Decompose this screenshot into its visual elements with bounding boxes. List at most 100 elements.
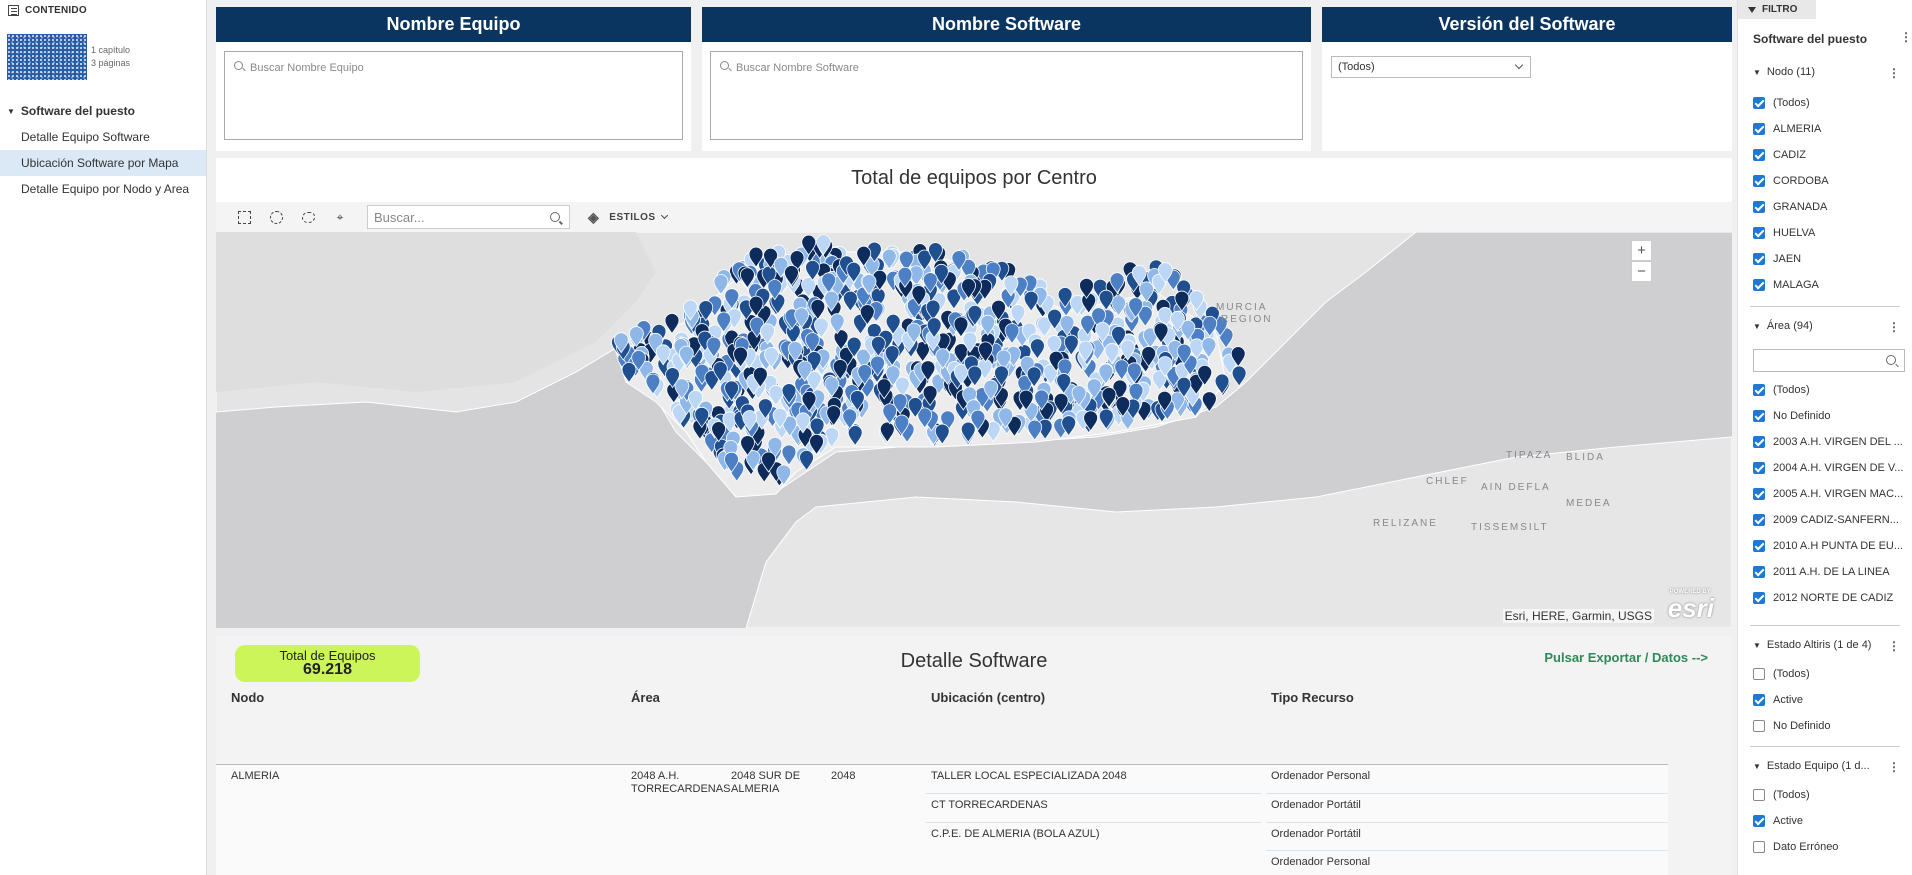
rectangle-select-tool[interactable] bbox=[233, 206, 255, 228]
report-thumbnail[interactable] bbox=[7, 34, 87, 80]
checkbox[interactable] bbox=[1753, 201, 1765, 213]
column-header-ubicacion[interactable]: Ubicación (centro) bbox=[931, 690, 1046, 705]
cell-tipo-2[interactable]: Ordenador Portátil bbox=[1271, 799, 1361, 811]
filter-option[interactable]: 2010 A.H PUNTA DE EU... bbox=[1753, 540, 1903, 552]
map-pin bbox=[1188, 373, 1204, 396]
styles-dropdown[interactable]: ◈ ESTILOS bbox=[588, 209, 668, 226]
export-link[interactable]: Pulsar Exportar / Datos --> bbox=[1544, 650, 1708, 665]
filter-option[interactable]: No Definido bbox=[1753, 410, 1903, 422]
checkbox[interactable] bbox=[1753, 123, 1765, 135]
more-options-icon[interactable]: ⋮ bbox=[1888, 639, 1900, 653]
map-pin bbox=[781, 383, 797, 405]
column-header-tipo-recurso[interactable]: Tipo Recurso bbox=[1271, 690, 1354, 705]
checkbox[interactable] bbox=[1753, 841, 1765, 853]
checkbox[interactable] bbox=[1753, 462, 1765, 474]
map-pin bbox=[768, 384, 784, 407]
filter-group-estado-altiris[interactable]: ▼ Estado Altiris (1 de 4) bbox=[1753, 639, 1871, 651]
cell-ubicacion-3[interactable]: C.P.E. DE ALMERIA (BOLA AZUL) bbox=[931, 828, 1100, 840]
filter-option[interactable]: Active bbox=[1753, 694, 1903, 706]
filter-group-estado-equipo[interactable]: ▼ Estado Equipo (1 d... bbox=[1753, 760, 1870, 772]
cell-area-a[interactable]: 2048 A.H. TORRECARDENAS bbox=[631, 770, 731, 795]
checkbox[interactable] bbox=[1753, 566, 1765, 578]
filter-option[interactable]: Active bbox=[1753, 815, 1903, 827]
filter-option[interactable]: MALAGA bbox=[1753, 279, 1903, 291]
area-search-input[interactable] bbox=[1753, 349, 1905, 372]
filter-option[interactable]: CORDOBA bbox=[1753, 175, 1903, 187]
filter-option[interactable]: (Todos) bbox=[1753, 97, 1903, 109]
more-options-icon[interactable]: ⋮ bbox=[1888, 320, 1900, 334]
cell-tipo-4[interactable]: Ordenador Personal bbox=[1271, 856, 1371, 868]
map-pin bbox=[859, 304, 875, 326]
checkbox[interactable] bbox=[1753, 253, 1765, 265]
search-software-input[interactable]: Buscar Nombre Software bbox=[710, 51, 1303, 140]
nav-item-ubicacion-software-mapa[interactable]: Ubicación Software por Mapa bbox=[0, 150, 206, 176]
filter-option[interactable]: ALMERIA bbox=[1753, 123, 1903, 135]
search-equipo-input[interactable]: Buscar Nombre Equipo bbox=[224, 51, 683, 140]
cell-ubicacion-2[interactable]: CT TORRECARDENAS bbox=[931, 799, 1048, 811]
column-header-area[interactable]: Área bbox=[631, 690, 660, 705]
checkbox[interactable] bbox=[1753, 789, 1765, 801]
checkbox[interactable] bbox=[1753, 149, 1765, 161]
cell-nodo[interactable]: ALMERIA bbox=[231, 770, 280, 782]
more-options-icon[interactable]: ⋮ bbox=[1888, 66, 1900, 80]
filter-option[interactable]: GRANADA bbox=[1753, 201, 1903, 213]
cell-ubicacion-1[interactable]: TALLER LOCAL ESPECIALIZADA 2048 bbox=[931, 770, 1127, 782]
checkbox[interactable] bbox=[1753, 175, 1765, 187]
checkbox[interactable] bbox=[1753, 436, 1765, 448]
cell-area-b[interactable]: 2048 SUR DE ALMERIA bbox=[731, 770, 801, 795]
filter-option[interactable]: (Todos) bbox=[1753, 668, 1903, 680]
filter-option[interactable]: 2009 CADIZ-SANFERN... bbox=[1753, 514, 1903, 526]
clear-selection-tool[interactable]: ⌖ bbox=[329, 206, 351, 228]
contents-header[interactable]: CONTENIDO bbox=[0, 0, 206, 20]
zoom-out-button[interactable]: − bbox=[1631, 261, 1652, 282]
filter-option[interactable]: 2003 A.H. VIRGEN DEL ... bbox=[1753, 436, 1903, 448]
checkbox[interactable] bbox=[1753, 384, 1765, 396]
filter-group-area[interactable]: ▼ Área (94) bbox=[1753, 320, 1813, 332]
map-pin bbox=[722, 411, 738, 433]
map-label-ain-defla: AIN DEFLA bbox=[1481, 482, 1551, 493]
filter-option[interactable]: (Todos) bbox=[1753, 384, 1903, 396]
more-options-icon[interactable]: ⋮ bbox=[1900, 30, 1912, 44]
nav-chapter-software[interactable]: ▼ Software del puesto bbox=[0, 104, 206, 118]
filter-option-label: (Todos) bbox=[1773, 668, 1810, 680]
nav-item-detalle-equipo-software[interactable]: Detalle Equipo Software bbox=[21, 130, 150, 144]
checkbox[interactable] bbox=[1753, 227, 1765, 239]
checkbox[interactable] bbox=[1753, 720, 1765, 732]
map-search-input[interactable]: Buscar... bbox=[367, 205, 570, 229]
checkbox[interactable] bbox=[1753, 592, 1765, 604]
filter-option[interactable]: Dato Erróneo bbox=[1753, 841, 1903, 853]
checkbox[interactable] bbox=[1753, 514, 1765, 526]
checkbox[interactable] bbox=[1753, 668, 1765, 680]
more-options-icon[interactable]: ⋮ bbox=[1888, 760, 1900, 774]
checkbox[interactable] bbox=[1753, 97, 1765, 109]
checkbox[interactable] bbox=[1753, 488, 1765, 500]
filter-group-nodo[interactable]: ▼ Nodo (11) bbox=[1753, 66, 1815, 78]
cell-area-c[interactable]: 2048 bbox=[831, 770, 856, 782]
checkbox[interactable] bbox=[1753, 540, 1765, 552]
filter-option[interactable]: 2012 NORTE DE CADIZ bbox=[1753, 592, 1903, 604]
filter-option[interactable]: (Todos) bbox=[1753, 789, 1903, 801]
lasso-select-tool[interactable] bbox=[297, 206, 319, 228]
checkbox[interactable] bbox=[1753, 815, 1765, 827]
checkbox[interactable] bbox=[1753, 410, 1765, 422]
cell-tipo-1[interactable]: Ordenador Personal bbox=[1271, 770, 1371, 782]
cell-tipo-3[interactable]: Ordenador Portátil bbox=[1271, 828, 1361, 840]
filter-tab[interactable]: FILTRO bbox=[1738, 0, 1816, 19]
version-select[interactable]: (Todos) bbox=[1331, 56, 1531, 78]
filter-option[interactable]: No Definido bbox=[1753, 720, 1903, 732]
filter-option[interactable]: JAEN bbox=[1753, 253, 1903, 265]
filter-option[interactable]: 2004 A.H. VIRGEN DE V... bbox=[1753, 462, 1903, 474]
zoom-in-button[interactable]: + bbox=[1631, 240, 1652, 261]
filter-option[interactable]: 2005 A.H. VIRGEN MAC... bbox=[1753, 488, 1903, 500]
map-pin bbox=[935, 348, 951, 370]
report-thumbnail-row[interactable]: 1 capítulo 3 páginas bbox=[0, 20, 206, 88]
map-canvas[interactable]: MURCIA REGION TIPAZA BLIDA CHLEF AIN DEF… bbox=[216, 232, 1732, 628]
filter-option[interactable]: 2011 A.H. DE LA LINEA bbox=[1753, 566, 1903, 578]
checkbox[interactable] bbox=[1753, 279, 1765, 291]
filter-option[interactable]: CADIZ bbox=[1753, 149, 1903, 161]
nav-item-detalle-equipo-nodo-area[interactable]: Detalle Equipo por Nodo y Area bbox=[21, 182, 190, 196]
filter-option[interactable]: HUELVA bbox=[1753, 227, 1903, 239]
circle-select-tool[interactable] bbox=[265, 206, 287, 228]
column-header-nodo[interactable]: Nodo bbox=[231, 690, 265, 705]
checkbox[interactable] bbox=[1753, 694, 1765, 706]
